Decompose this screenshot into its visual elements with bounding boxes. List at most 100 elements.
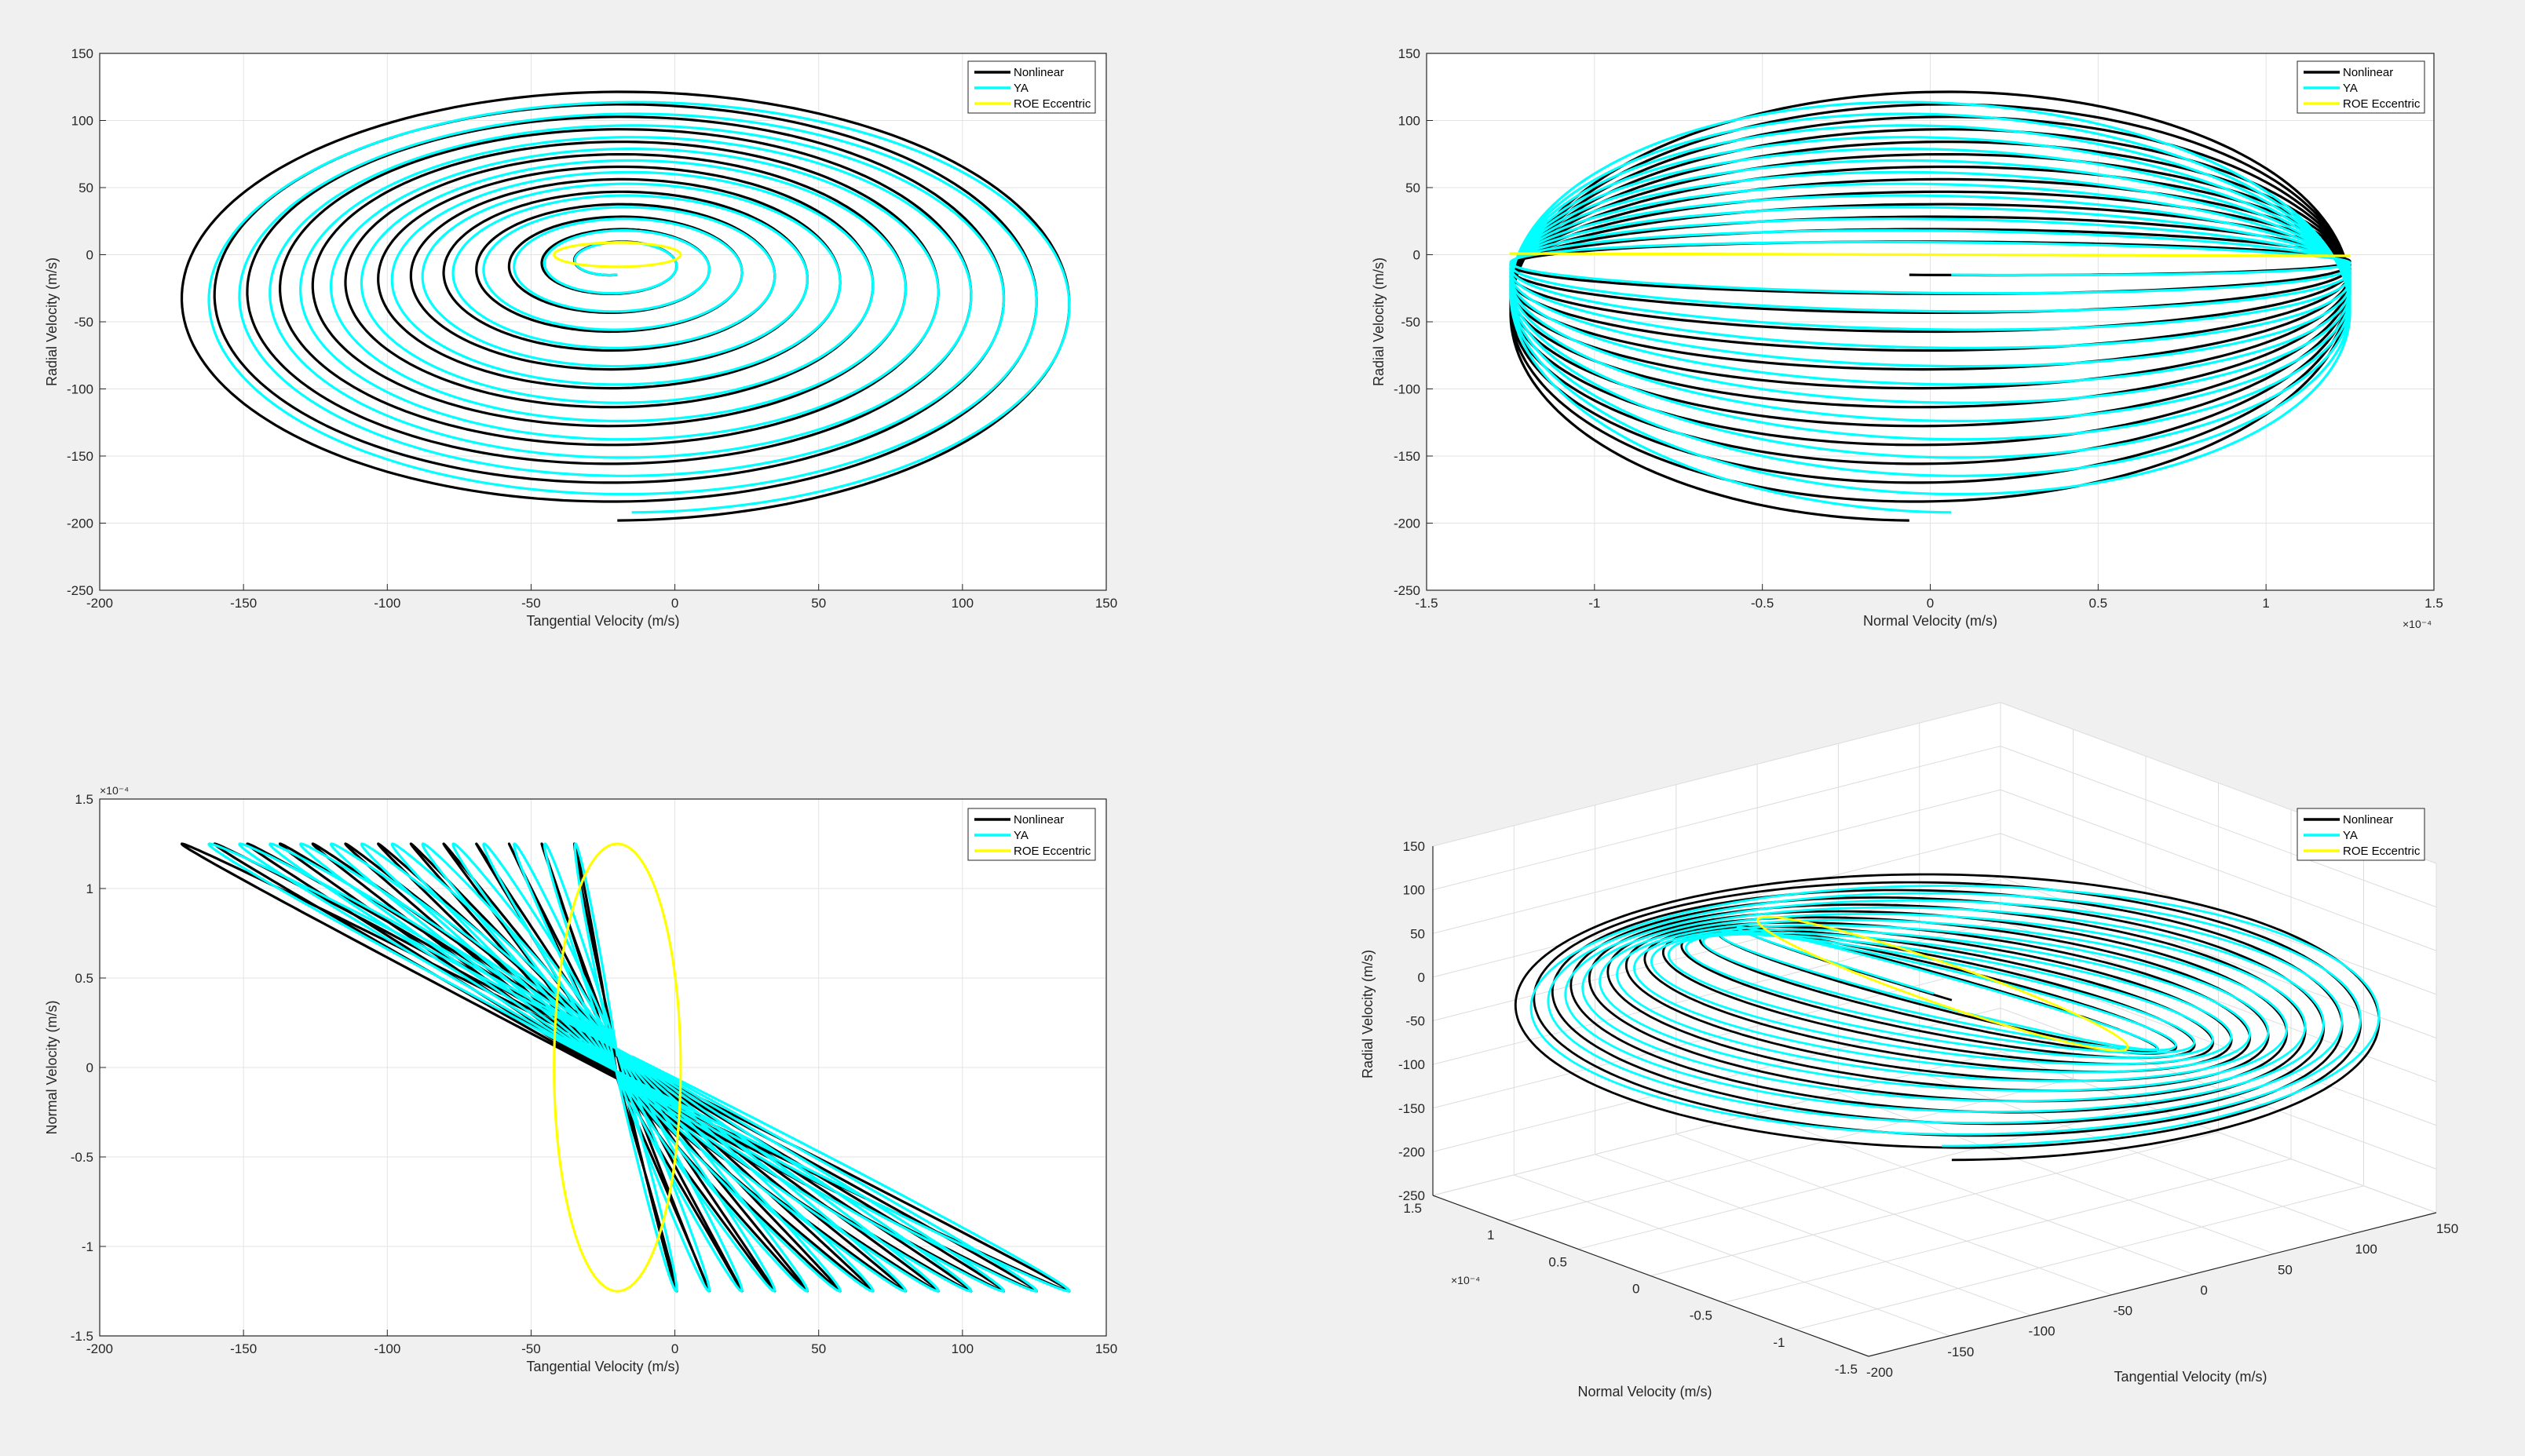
p2-y-tick-label: 0: [1413, 248, 1420, 263]
p2-x-exponent: ×10⁻⁴: [2403, 618, 2432, 630]
p4-n-tick-label: -1.5: [1835, 1362, 1858, 1377]
p1-series-roe-eccentric: [553, 241, 682, 268]
p4-t-tick-label: -150: [1947, 1345, 1974, 1359]
p1-y-tick-label: 100: [71, 114, 93, 129]
p4-legend-label: YA: [2343, 829, 2358, 842]
p2-series-ya: [1509, 100, 2351, 514]
p3-y-tick-label: -1: [82, 1239, 93, 1254]
p4-n-axis-line: [1432, 1195, 1869, 1357]
p3-legend-label: ROE Eccentric: [1014, 845, 1091, 858]
p3-series-ya: [207, 842, 1071, 1293]
p4-t-axis-label: Tangential Velocity (m/s): [2114, 1369, 2267, 1385]
p4-sidewall-gridline-r: [2000, 746, 2437, 908]
p3-x-tick-label: 150: [1095, 1341, 1117, 1356]
p4-n-tick-label: 0.5: [1548, 1254, 1567, 1269]
p2-y-tick-label: 150: [1398, 46, 1420, 61]
p1-x-tick-label: 50: [811, 596, 826, 611]
p3-x-tick-label: -150: [230, 1341, 257, 1356]
p4-t-tick-label: 0: [2200, 1283, 2207, 1297]
p2-legend-label: YA: [2343, 82, 2358, 95]
p4-t-axis-line: [1868, 1212, 2437, 1357]
p2-legend-label: ROE Eccentric: [2343, 97, 2421, 111]
p2-x-axis-label: Normal Velocity (m/s): [1863, 613, 1997, 629]
p4-series-ya: [1529, 885, 2381, 1148]
p3-y-tick-label: 0: [86, 1060, 93, 1075]
p3-y-tick-label: -1.5: [71, 1329, 93, 1344]
p1-y-tick-label: -50: [74, 315, 93, 330]
p3-y-exponent: ×10⁻⁴: [100, 784, 129, 797]
p1-axes-box: [99, 53, 1107, 591]
p4-n-tick-label: 0: [1632, 1282, 1639, 1297]
p2-x-tick-label: -1: [1588, 596, 1600, 611]
p1-y-tick-label: 150: [71, 46, 93, 61]
p2-x-tick-label: -0.5: [1751, 596, 1774, 611]
p3-y-tick-label: 0.5: [75, 971, 93, 986]
p2-y-tick-label: -250: [1394, 583, 1420, 598]
subplot-tangential-vs-normal: -200 -150 -100 -50 0 50 100 150 -1.5 -1 -0.5 0 0.5 1 1…: [44, 784, 1117, 1374]
p1-y-tick-label: -250: [67, 583, 93, 598]
p4-r-axis-label: Radial Velocity (m/s): [1360, 950, 1376, 1078]
p4-n-tick-label: 1.5: [1403, 1201, 1422, 1216]
p4-sidewall-gridline-r: [2000, 920, 2437, 1082]
p3-x-tick-label: -200: [86, 1341, 113, 1356]
p2-x-tick-label: 1.5: [2425, 596, 2443, 611]
p3-legend-label: Nonlinear: [1014, 813, 1064, 827]
subplot-3d-velocity: -200 -150 -100 -50 0 50 100 150 -1.5 -1 -0.5 0 0.5 1 1…: [1360, 702, 2458, 1399]
p3-x-tick-label: -50: [521, 1341, 541, 1356]
p1-y-tick-label: -200: [67, 516, 93, 531]
p1-y-tick-label: 0: [86, 248, 93, 263]
p4-r-tick-label: -50: [1405, 1014, 1425, 1029]
p3-y-axis-label: Normal Velocity (m/s): [44, 1000, 60, 1134]
p4-t-tick-label: 100: [2355, 1242, 2377, 1257]
p1-legend-label: YA: [1014, 82, 1029, 95]
p3-x-tick-label: 0: [671, 1341, 678, 1356]
p3-series-roe-eccentric: [553, 842, 682, 1293]
p3-axes-box: [99, 798, 1107, 1337]
p1-legend-label: Nonlinear: [1014, 66, 1064, 79]
p1-legend-label: ROE Eccentric: [1014, 97, 1091, 111]
p3-y-tick-label: 1.5: [75, 792, 93, 807]
p4-t-tick-label: 150: [2436, 1221, 2458, 1236]
p4-backwall-gridline-r: [1432, 789, 2001, 934]
p4-t-tick-label: -200: [1866, 1365, 1893, 1380]
p1-x-tick-label: -50: [521, 596, 541, 611]
p4-r-tick-label: -250: [1398, 1188, 1425, 1203]
p4-sidewall-gridline-r: [2000, 877, 2437, 1038]
p4-t-tick-label: -100: [2029, 1324, 2055, 1339]
p1-x-tick-label: -200: [86, 596, 113, 611]
p1-series-ya: [207, 100, 1071, 514]
p2-y-axis-label: Radial Velocity (m/s): [1371, 257, 1387, 386]
p2-y-tick-label: -50: [1401, 315, 1420, 330]
p4-n-axis-label: Normal Velocity (m/s): [1577, 1384, 1712, 1399]
p1-y-axis-label: Radial Velocity (m/s): [44, 257, 60, 386]
p2-x-tick-label: 0.5: [2089, 596, 2108, 611]
p2-y-tick-label: 50: [1405, 181, 1420, 195]
p4-n-exponent: ×10⁻⁴: [1451, 1274, 1480, 1286]
p4-floor-gridline-n: [1505, 1078, 2074, 1223]
p4-t-tick-label: -50: [2114, 1304, 2133, 1319]
p3-y-tick-label: 1: [86, 881, 93, 896]
p1-x-tick-label: -150: [230, 596, 257, 611]
p3-y-tick-label: -0.5: [71, 1150, 93, 1165]
p1-x-tick-label: 100: [952, 596, 974, 611]
p4-r-tick-label: -150: [1398, 1101, 1425, 1116]
p2-y-tick-label: 100: [1398, 114, 1420, 129]
p1-y-tick-label: -150: [67, 449, 93, 464]
p4-floor-gridline-n: [1650, 1132, 2219, 1276]
p4-sidewall-gridline-r: [2000, 1051, 2437, 1213]
p4-sidewall-gridline-r: [2000, 789, 2437, 951]
p1-x-axis-label: Tangential Velocity (m/s): [526, 613, 679, 629]
p4-backwall-gridline-r: [1432, 746, 2001, 891]
p2-axes-box: [1426, 53, 2435, 591]
subplot-tangential-vs-radial: -200 -150 -100 -50 0 50 100 150-250-200-150-100…: [44, 46, 1117, 629]
p4-legend-label: Nonlinear: [2343, 813, 2393, 827]
p2-x-tick-label: -1.5: [1415, 596, 1438, 611]
p2-x-tick-label: 0: [1927, 596, 1934, 611]
p4-backwall-gridline-r: [1432, 702, 2001, 847]
p2-x-tick-label: 1: [2262, 596, 2269, 611]
p3-x-tick-label: -100: [374, 1341, 400, 1356]
p2-y-tick-label: -200: [1394, 516, 1420, 531]
p4-n-tick-label: 1: [1487, 1228, 1494, 1243]
p4-series-roe-eccentric: [1756, 915, 2129, 1052]
p3-x-tick-label: 50: [811, 1341, 826, 1356]
